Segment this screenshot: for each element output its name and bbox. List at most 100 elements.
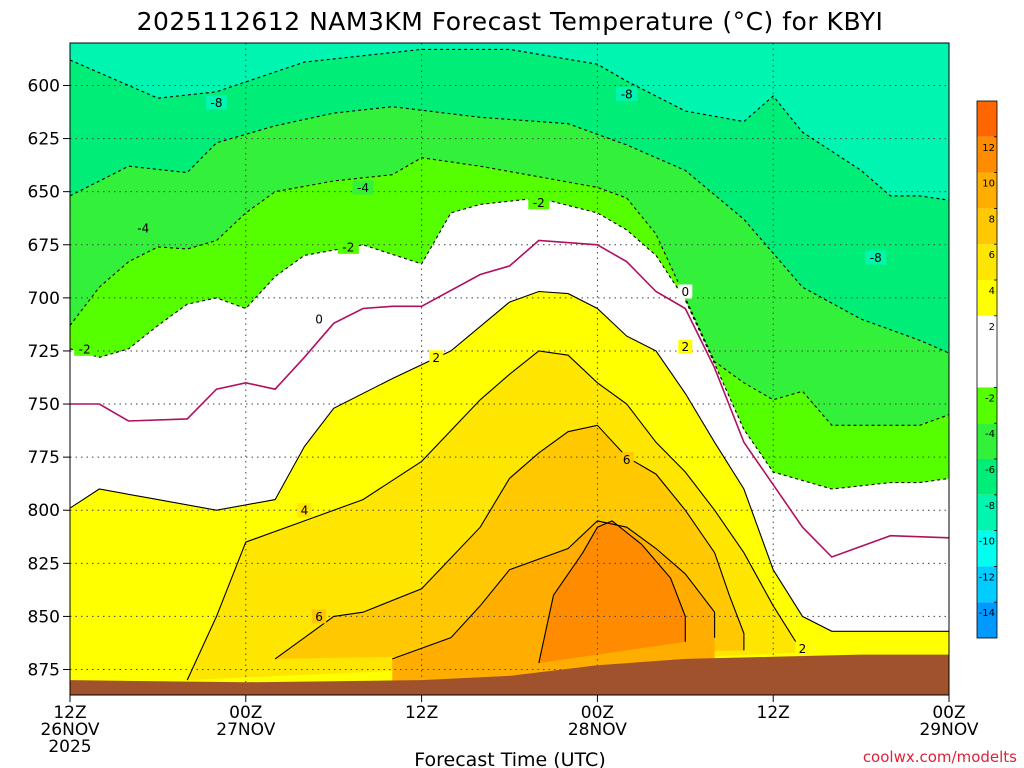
x-tick-label: 00Z bbox=[932, 703, 965, 723]
y-axis: 600 625 650 675 700 725 750 775 800 825 850 875 bbox=[28, 76, 70, 681]
contour-label: 2 bbox=[799, 642, 807, 656]
ground bbox=[70, 654, 949, 695]
contour-label: 2 bbox=[681, 340, 689, 354]
contour-label-bg bbox=[619, 452, 634, 467]
contour-label: -8 bbox=[621, 87, 633, 101]
y-tick-label: 800 bbox=[28, 501, 60, 521]
contour-label-bg bbox=[297, 503, 312, 518]
isotherm--2 bbox=[70, 197, 949, 490]
colorbar-tick-label: -2 bbox=[985, 393, 995, 404]
isotherm--8 bbox=[70, 48, 949, 201]
colorbar-tick-label: -6 bbox=[985, 465, 995, 476]
plot-frame bbox=[69, 42, 950, 696]
contour-label-bg bbox=[865, 250, 887, 265]
y-tick-label: 775 bbox=[28, 448, 60, 468]
x-tick-label: 12Z bbox=[53, 703, 86, 723]
x-tick-label: 00Z bbox=[581, 703, 614, 723]
colorbar-tick-label: 8 bbox=[989, 214, 995, 225]
contour-label: -4 bbox=[137, 221, 149, 235]
contour-label-bg bbox=[352, 180, 374, 195]
fill-band-10 bbox=[538, 520, 686, 664]
contour-label: 6 bbox=[623, 453, 631, 467]
isotherm-0 bbox=[70, 239, 949, 558]
contour-label: -2 bbox=[533, 196, 545, 210]
y-tick-label: 725 bbox=[28, 342, 60, 362]
isotherm-6 bbox=[274, 424, 745, 660]
contour-label-bg bbox=[678, 284, 693, 299]
colorbar-band bbox=[977, 208, 997, 245]
contour-label: -4 bbox=[357, 181, 369, 195]
temperature-fills bbox=[70, 43, 949, 695]
colorbar-tick-label: -4 bbox=[985, 429, 995, 440]
colorbar-tick-label: 10 bbox=[982, 179, 995, 190]
colorbar-band bbox=[977, 566, 997, 603]
contour-labels: -8 -8 -4 -4 -8 -2 -2 -2 0 0 2 2 2 4 6 6 bbox=[74, 86, 887, 656]
colorbar-tick-label: -8 bbox=[985, 501, 995, 512]
colorbar-tick-label: -10 bbox=[979, 537, 995, 548]
y-tick-label: 700 bbox=[28, 289, 60, 309]
isotherms bbox=[70, 48, 949, 681]
colorbar-band bbox=[977, 244, 997, 280]
y-tick-label: 600 bbox=[28, 76, 60, 96]
plot-area: -8 -8 -4 -4 -8 -2 -2 -2 0 0 2 2 2 4 6 6 bbox=[70, 43, 949, 695]
isotherm-8 bbox=[392, 520, 716, 660]
colorbar-band bbox=[977, 423, 997, 459]
x-axis-label: Forecast Time (UTC) bbox=[414, 749, 605, 768]
x-tick-label: 00Z bbox=[229, 703, 262, 723]
contour-label-bg bbox=[795, 641, 810, 656]
colorbar-tick-label: -12 bbox=[979, 572, 995, 583]
contour-label: -2 bbox=[79, 342, 91, 356]
contour-label: 0 bbox=[315, 313, 323, 327]
isotherm-4 bbox=[186, 350, 803, 681]
contour-label-bg bbox=[528, 195, 550, 210]
isotherm-10 bbox=[538, 520, 686, 664]
colorbar-tick-label: -14 bbox=[979, 608, 995, 619]
y-tick-label: 825 bbox=[28, 554, 60, 574]
colorbar: 12 10 8 6 4 2 -2 -4 -6 -8 -10 -12 -14 bbox=[976, 100, 998, 639]
colorbar-band bbox=[977, 101, 997, 137]
colorbar-band bbox=[977, 459, 997, 495]
contour-label-bg bbox=[312, 312, 327, 327]
chart-title: 2025112612 NAM3KM Forecast Temperature (… bbox=[137, 7, 884, 36]
contour-label: 0 bbox=[681, 285, 689, 299]
x-tick-label: 2025 bbox=[48, 737, 91, 757]
contour-label-bg bbox=[429, 350, 444, 365]
x-tick-label: 12Z bbox=[757, 703, 790, 723]
y-tick-label: 675 bbox=[28, 236, 60, 256]
contour-label: -8 bbox=[211, 96, 223, 110]
isotherm--6 bbox=[70, 106, 949, 354]
x-tick-label: 27NOV bbox=[216, 720, 275, 740]
y-tick-label: 850 bbox=[28, 607, 60, 627]
credit-text: coolwx.com/modelts bbox=[863, 748, 1017, 766]
contour-label: 6 bbox=[315, 610, 323, 624]
contour-label-bg bbox=[616, 86, 638, 101]
contour-label: -2 bbox=[342, 240, 354, 254]
colorbar-band bbox=[977, 315, 997, 388]
contour-label-bg bbox=[132, 220, 154, 235]
y-tick-label: 750 bbox=[28, 395, 60, 415]
colorbar-band bbox=[977, 280, 997, 316]
x-tick-label: 26NOV bbox=[40, 720, 99, 740]
colorbar-band bbox=[977, 530, 997, 567]
x-tick-label: 28NOV bbox=[568, 720, 627, 740]
colorbar-band bbox=[977, 136, 997, 173]
colorbar-band bbox=[977, 172, 997, 209]
contour-label: 4 bbox=[301, 504, 309, 518]
contour-label: -8 bbox=[870, 251, 882, 265]
contour-label-bg bbox=[206, 95, 227, 110]
ground-terrain bbox=[70, 654, 949, 695]
y-tick-label: 625 bbox=[28, 130, 60, 150]
x-tick-label: 12Z bbox=[405, 703, 438, 723]
contour-label-bg bbox=[337, 239, 359, 254]
colorbar-frame bbox=[976, 100, 998, 639]
colorbar-tick-label: 12 bbox=[982, 143, 995, 154]
contour-label-bg bbox=[74, 341, 96, 356]
isotherm-2 bbox=[70, 290, 949, 632]
contour-label: 2 bbox=[432, 351, 440, 365]
contour-label-bg bbox=[678, 339, 693, 354]
colorbar-tick-label: 4 bbox=[989, 286, 995, 297]
contour-label-bg bbox=[312, 609, 327, 624]
x-tick-label: 29NOV bbox=[919, 720, 978, 740]
colorbar-band bbox=[977, 387, 997, 424]
